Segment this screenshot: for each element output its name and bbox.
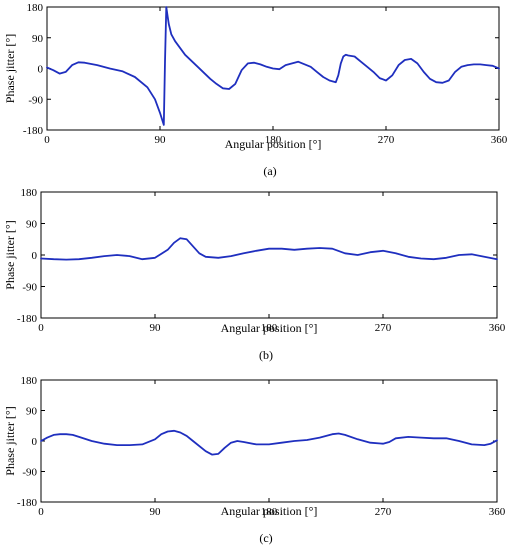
x-axis-label: Angular position [°]: [221, 504, 318, 518]
x-tick-label: 0: [38, 322, 44, 334]
x-tick-label: 0: [38, 506, 44, 518]
y-tick-label: -90: [22, 467, 37, 479]
y-tick-label: -180: [17, 313, 38, 325]
x-tick-label: 270: [378, 134, 395, 146]
y-axis-label: Phase jitter [°]: [3, 220, 17, 289]
y-tick-label: -180: [17, 497, 38, 509]
x-tick-label: 90: [155, 134, 167, 146]
x-tick-label: 90: [150, 506, 162, 518]
chart-panel-3: 0 90 180 270 360 180 90 0 -90 -180 Angular positio…: [3, 375, 506, 545]
y-tick-label: -90: [22, 282, 37, 294]
y-tick-label: 90: [32, 33, 44, 45]
series-line: [40, 237, 498, 261]
chart-panel-1: 0 90 180 270 360 180 90 0 -90 -180 Angular positio…: [3, 2, 508, 178]
series-line: [40, 429, 498, 456]
series-line: [46, 6, 500, 126]
y-axis-label: Phase jitter [°]: [3, 34, 17, 103]
panel-caption: (a): [263, 164, 276, 178]
y-tick-label: -90: [28, 94, 43, 106]
y-tick-label: -180: [23, 125, 44, 137]
panel-caption: (c): [259, 531, 272, 545]
x-tick-label: 270: [375, 506, 392, 518]
x-tick-label: 270: [375, 322, 392, 334]
x-tick-label: 0: [44, 134, 50, 146]
y-tick-label: 180: [21, 375, 38, 387]
y-tick-label: 0: [38, 64, 44, 76]
chart-panel-2: 0 90 180 270 360 180 90 0 -90 -180 Angular positio…: [3, 187, 506, 362]
x-tick-label: 180: [261, 322, 278, 334]
panel-caption: (b): [259, 348, 273, 362]
y-tick-label: 0: [32, 250, 38, 262]
x-tick-label: 360: [489, 506, 506, 518]
y-tick-label: 180: [21, 187, 38, 199]
x-tick-label: 180: [265, 134, 282, 146]
x-tick-label: 360: [489, 322, 506, 334]
x-tick-label: 180: [261, 506, 278, 518]
x-tick-label: 360: [491, 134, 508, 146]
y-tick-label: 90: [26, 406, 38, 418]
x-axis-label: Angular position [°]: [221, 321, 318, 335]
y-axis-label: Phase jitter [°]: [3, 406, 17, 475]
x-axis-label: Angular position [°]: [225, 137, 322, 151]
y-tick-label: 90: [26, 219, 38, 231]
plot-frame: [40, 379, 498, 503]
y-tick-label: 180: [27, 2, 44, 14]
x-tick-label: 90: [150, 322, 162, 334]
y-tick-label: 0: [32, 436, 38, 448]
